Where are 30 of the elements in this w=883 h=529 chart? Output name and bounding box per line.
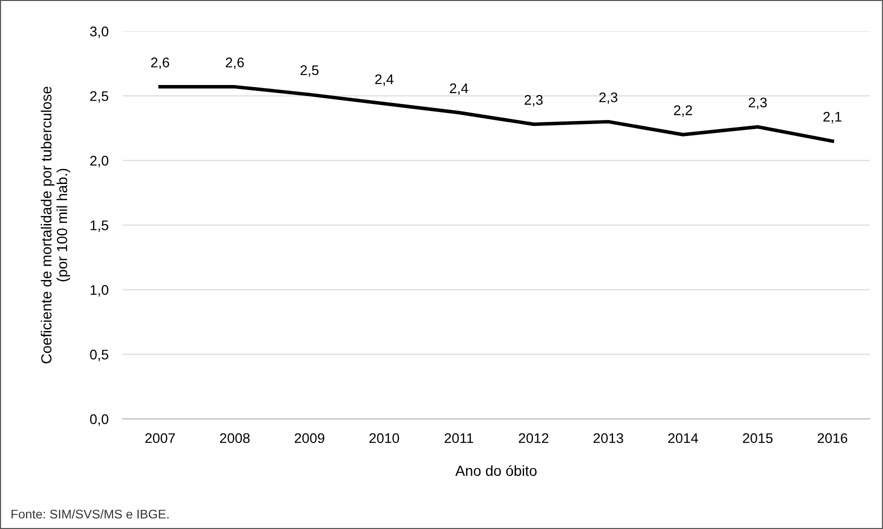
x-tick-label: 2014 <box>668 433 698 444</box>
data-label: 2,1 <box>823 112 842 124</box>
data-label: 2,6 <box>226 58 244 70</box>
data-label: 2,3 <box>748 98 767 110</box>
data-label: 2,6 <box>151 58 170 70</box>
data-label: 2,3 <box>524 95 543 106</box>
data-label: 2,2 <box>674 105 692 117</box>
data-label: 2,4 <box>375 74 394 86</box>
x-tick-label: 2007 <box>145 433 175 444</box>
y-tick-label: 2,0 <box>90 156 108 168</box>
y-tick-label: 0,0 <box>90 414 108 426</box>
x-tick-label: 2011 <box>444 433 474 444</box>
source-note: Fonte: SIM/SVS/MS e IBGE. <box>12 509 169 519</box>
x-tick-label: 2013 <box>594 433 624 444</box>
y-axis-title: Coeficiente de mortalidade por tuberculose (por 100 mil hab.) <box>40 86 70 364</box>
x-tick-label: 2009 <box>294 433 324 444</box>
y-tick-label: 0,5 <box>90 350 108 362</box>
data-label: 2,3 <box>599 92 618 104</box>
x-axis-title: Ano do óbito <box>455 465 537 476</box>
y-tick-label: 3,0 <box>90 26 108 38</box>
y-tick-label: 2,5 <box>90 91 108 103</box>
x-tick-label: 2010 <box>369 433 400 444</box>
x-tick-label: 2008 <box>220 433 250 444</box>
x-tick-label: 2012 <box>518 433 548 444</box>
x-tick-label: 2015 <box>742 433 773 444</box>
x-tick-label: 2016 <box>818 433 848 444</box>
data-label: 2,4 <box>450 83 468 95</box>
y-tick-label: 1,0 <box>90 285 108 297</box>
data-label: 2,5 <box>300 65 319 77</box>
y-tick-label: 1,5 <box>90 220 108 232</box>
